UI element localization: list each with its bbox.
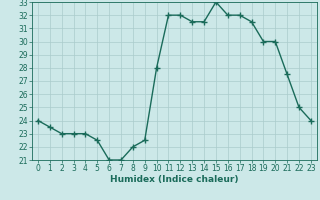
X-axis label: Humidex (Indice chaleur): Humidex (Indice chaleur) — [110, 175, 239, 184]
